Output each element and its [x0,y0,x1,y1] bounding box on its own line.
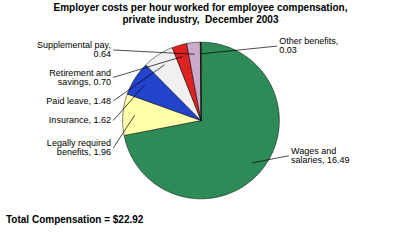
html-text:Employer costs per hour worked: Employer costs per hour worked for emplo… [53,2,348,25]
svg-text:Supplemental pay,0.64: Supplemental pay,0.64 [37,40,111,59]
svg-text:Retirement andsavings, 0.70: Retirement andsavings, 0.70 [49,68,111,87]
svg-text:Other benefits,0.03: Other benefits,0.03 [279,36,338,55]
svg-text:Paid leave, 1.48: Paid leave, 1.48 [46,96,111,106]
svg-text:Insurance, 1.62: Insurance, 1.62 [49,115,111,125]
svg-text:Wages andsalaries, 16.49: Wages andsalaries, 16.49 [291,146,350,165]
svg-text:Legally requiredbenefits, 1.96: Legally requiredbenefits, 1.96 [47,138,111,157]
html-text:Total Compensation = $22.92: Total Compensation = $22.92 [6,214,144,225]
